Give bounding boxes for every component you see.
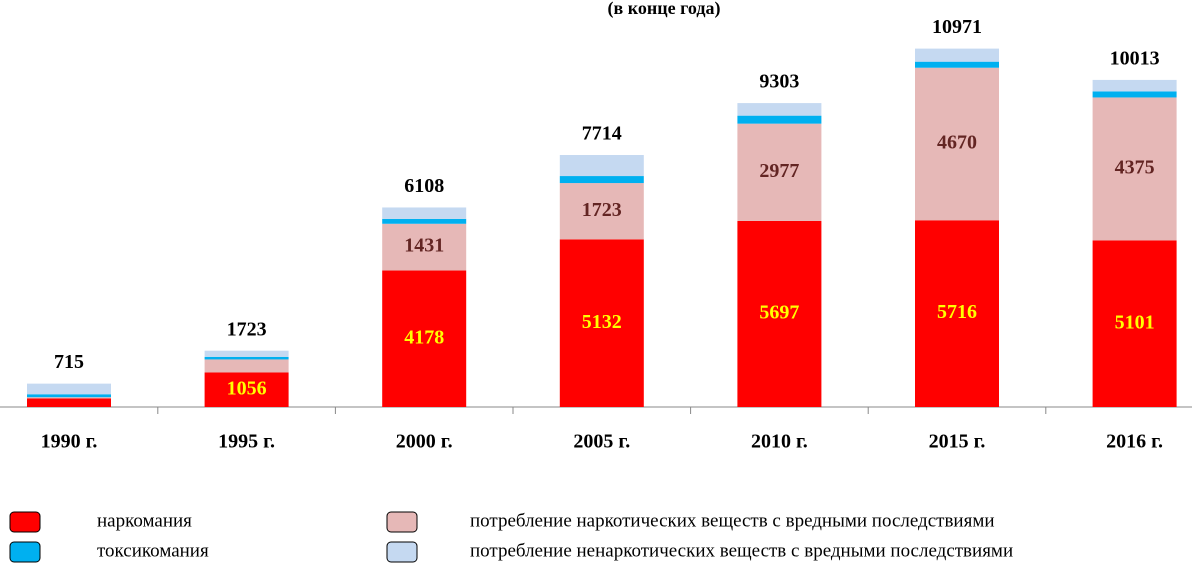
total-label: 9303 (759, 71, 799, 93)
bar-segment (27, 398, 111, 407)
total-label: 10971 (932, 16, 982, 38)
bar-segment (204, 372, 289, 407)
bar-segment (27, 397, 111, 399)
x-tick-label: 2016 г. (1106, 431, 1163, 453)
legend-swatch (386, 541, 418, 563)
bar-segment (559, 176, 644, 184)
bar-segment (204, 359, 289, 373)
total-label: 7714 (582, 123, 622, 145)
bar-segment (915, 48, 999, 62)
data-label: 5101 (1115, 311, 1155, 333)
data-label: 1431 (404, 235, 444, 257)
data-label: 5697 (759, 302, 799, 324)
total-label: 10013 (1110, 48, 1160, 70)
legend-swatch (9, 511, 41, 533)
total-label: 1723 (227, 318, 267, 340)
x-tick-label: 1990 г. (41, 431, 98, 453)
bar-segment (1092, 97, 1177, 241)
bar-segment (559, 239, 644, 407)
bar-segment (1092, 240, 1177, 407)
bar-segment (737, 220, 822, 407)
total-label: 6108 (404, 175, 444, 197)
legend-label: потребление ненаркотических веществ с вр… (470, 540, 1013, 561)
chart-title: (в конце года) (608, 0, 721, 19)
bar-segment (382, 207, 467, 219)
bar-segment (382, 218, 467, 224)
data-label: 4670 (937, 132, 977, 154)
bar-segment (559, 155, 644, 177)
bar-segment (559, 183, 644, 240)
bar-segment (1092, 91, 1177, 98)
bar-segment (737, 115, 822, 124)
x-tick-label: 2015 г. (929, 431, 986, 453)
bar-segment (1092, 79, 1177, 92)
x-tick-label: 1995 г. (218, 431, 275, 453)
legend-swatch (386, 511, 418, 533)
bar-segment (27, 394, 111, 398)
bar-segment (915, 220, 999, 407)
total-label: 715 (54, 351, 84, 373)
bar-segment (915, 67, 999, 221)
x-tick-label: 2000 г. (396, 431, 453, 453)
legend-label: потребление наркотических веществ с вред… (470, 510, 995, 531)
data-label: 1723 (582, 199, 622, 221)
bar-segment (382, 223, 467, 271)
bar-segment (382, 270, 467, 407)
legend-label: наркомания (97, 510, 192, 531)
legend-swatch (9, 541, 41, 563)
data-label: 2977 (759, 160, 799, 182)
x-tick-label: 2005 г. (573, 431, 630, 453)
data-label: 5132 (582, 311, 622, 333)
x-tick-label: 2010 г. (751, 431, 808, 453)
bar-segment (915, 61, 999, 68)
legend-label: токсикомания (97, 540, 209, 561)
data-label: 1056 (227, 377, 267, 399)
data-label: 5716 (937, 301, 977, 323)
data-label: 4375 (1115, 157, 1155, 179)
bar-segment (737, 103, 822, 116)
bar-segment (27, 383, 111, 395)
bar-segment (737, 123, 822, 221)
bar-segment (204, 356, 289, 360)
bar-segment (204, 350, 289, 357)
data-label: 4178 (404, 326, 444, 348)
